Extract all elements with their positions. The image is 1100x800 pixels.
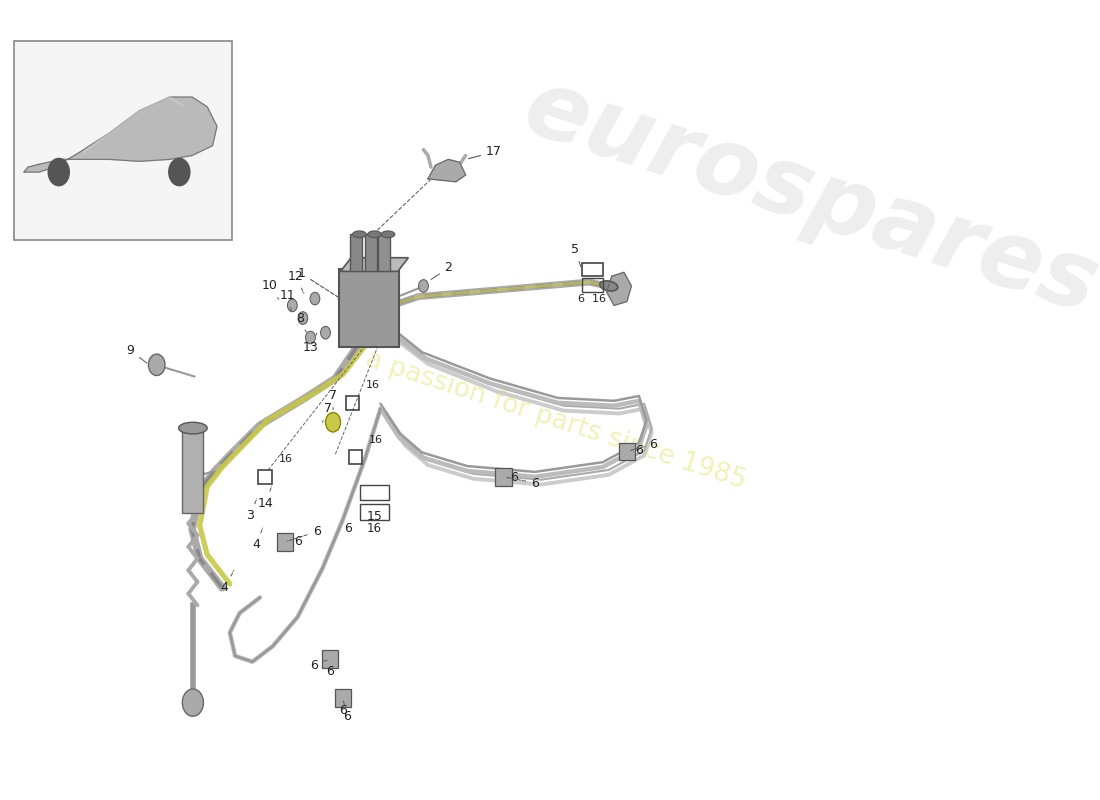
Circle shape: [287, 299, 297, 312]
Text: 6  16: 6 16: [579, 294, 606, 303]
Text: 10: 10: [262, 279, 278, 299]
Text: 6: 6: [510, 470, 518, 484]
Circle shape: [48, 158, 69, 186]
Circle shape: [310, 292, 320, 305]
Text: 6: 6: [629, 438, 658, 450]
Text: 7: 7: [329, 389, 337, 410]
Polygon shape: [428, 159, 465, 182]
Text: 4: 4: [252, 528, 263, 551]
Text: 6: 6: [294, 535, 301, 548]
Bar: [349, 450, 362, 464]
Text: 6: 6: [635, 444, 642, 458]
Text: 17: 17: [469, 146, 502, 158]
Text: 5: 5: [571, 243, 581, 266]
Text: 6: 6: [310, 658, 328, 671]
Text: 6: 6: [344, 522, 352, 535]
Text: 3: 3: [246, 499, 256, 522]
Text: 1: 1: [298, 267, 338, 297]
Text: 6: 6: [506, 477, 539, 490]
Text: 12: 12: [287, 270, 304, 294]
Ellipse shape: [367, 231, 382, 238]
Text: 16: 16: [278, 454, 293, 464]
Bar: [495, 468, 512, 486]
FancyBboxPatch shape: [13, 41, 232, 240]
Circle shape: [320, 326, 330, 339]
Text: 16: 16: [367, 522, 382, 535]
Bar: [360, 485, 388, 500]
Bar: [183, 430, 204, 513]
Circle shape: [306, 331, 316, 344]
Bar: [360, 504, 388, 520]
Text: a passion for parts since 1985: a passion for parts since 1985: [362, 346, 749, 494]
Ellipse shape: [353, 231, 366, 238]
Circle shape: [419, 280, 428, 292]
Ellipse shape: [600, 281, 618, 291]
Bar: [321, 650, 339, 667]
Text: 8: 8: [296, 311, 306, 332]
Bar: [618, 442, 635, 460]
Polygon shape: [24, 97, 217, 172]
Ellipse shape: [178, 422, 207, 434]
Text: 13: 13: [302, 334, 318, 354]
Bar: [345, 396, 360, 410]
Text: 2: 2: [431, 262, 452, 279]
Text: 4: 4: [221, 570, 234, 594]
Circle shape: [326, 413, 341, 432]
Circle shape: [168, 158, 190, 186]
Text: 16: 16: [370, 434, 383, 445]
Text: 14: 14: [257, 486, 273, 510]
Polygon shape: [606, 272, 631, 306]
Text: 15: 15: [366, 510, 383, 522]
Text: 6: 6: [287, 525, 320, 541]
FancyBboxPatch shape: [339, 270, 399, 347]
Bar: [365, 234, 376, 271]
Circle shape: [298, 312, 308, 325]
Polygon shape: [341, 258, 408, 271]
Circle shape: [183, 689, 204, 716]
Text: eurospares: eurospares: [513, 61, 1100, 334]
Text: 6: 6: [343, 701, 351, 723]
Bar: [582, 278, 603, 292]
Text: 6: 6: [339, 704, 346, 718]
Bar: [258, 470, 272, 483]
Bar: [582, 262, 603, 276]
Text: 6: 6: [326, 666, 334, 678]
Polygon shape: [82, 97, 185, 153]
Bar: [276, 534, 293, 550]
Bar: [350, 234, 362, 271]
Bar: [378, 234, 390, 271]
Text: 16: 16: [366, 380, 381, 390]
Text: 11: 11: [279, 289, 296, 313]
Text: 9: 9: [126, 344, 147, 363]
Bar: [334, 689, 351, 706]
Circle shape: [148, 354, 165, 375]
Ellipse shape: [382, 231, 395, 238]
Text: 7: 7: [322, 402, 332, 422]
